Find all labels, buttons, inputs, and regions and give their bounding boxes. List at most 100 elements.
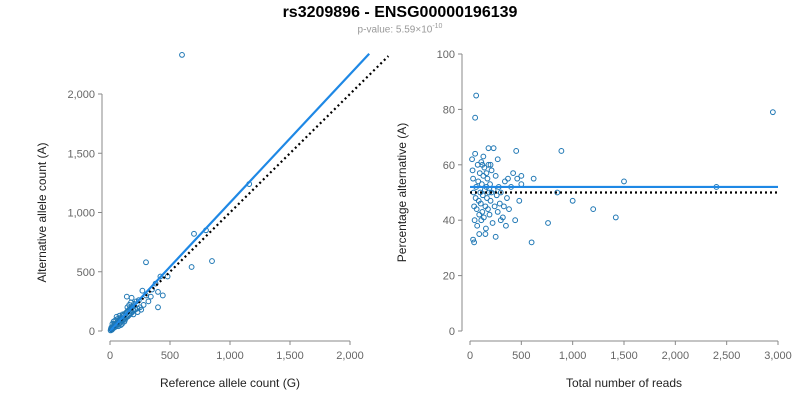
- x-tick-label: 2,000: [336, 350, 364, 362]
- data-point: [472, 114, 479, 121]
- data-point: [494, 208, 501, 215]
- data-point: [188, 264, 195, 270]
- data-point: [512, 217, 519, 224]
- data-point: [516, 197, 523, 204]
- data-point: [590, 206, 597, 213]
- x-tick-label: 1,000: [216, 350, 244, 362]
- data-point: [117, 322, 124, 328]
- data-point: [478, 217, 485, 224]
- y-tick-label: 2,000: [67, 89, 95, 101]
- x-tick-label: 2,000: [662, 350, 690, 362]
- x-tick-label: 2,500: [713, 350, 741, 362]
- data-point: [124, 304, 131, 311]
- data-point: [472, 195, 479, 201]
- y-tick-label: 0: [89, 326, 95, 338]
- x-tick-label: 1,000: [559, 350, 587, 362]
- data-point: [469, 167, 476, 174]
- data-point: [159, 292, 166, 299]
- data-point: [569, 197, 576, 204]
- y-tick-label: 60: [443, 160, 455, 172]
- data-point: [487, 161, 494, 168]
- data-point: [470, 175, 476, 182]
- data-point: [138, 306, 145, 313]
- data-point: [191, 230, 197, 237]
- data-point: [113, 313, 120, 320]
- x-tick-label: 500: [161, 350, 179, 362]
- data-point: [621, 178, 627, 185]
- reference-line: [109, 55, 390, 332]
- data-point: [504, 195, 510, 201]
- x-tick-label: 0: [467, 350, 473, 362]
- data-point: [612, 214, 619, 221]
- x-tick-label: 0: [107, 350, 113, 362]
- data-point: [479, 192, 486, 199]
- y-tick-label: 500: [77, 267, 95, 279]
- data-point: [483, 170, 490, 177]
- data-point: [116, 312, 123, 319]
- y-tick-label: 80: [443, 104, 455, 116]
- data-point: [472, 150, 479, 157]
- y-tick-label: 100: [437, 49, 455, 61]
- data-point: [485, 206, 491, 213]
- data-point: [209, 258, 215, 264]
- x-tick-label: 1,500: [610, 350, 638, 362]
- data-point: [140, 302, 147, 308]
- data-point: [128, 299, 134, 306]
- data-point: [494, 156, 501, 163]
- data-point: [500, 203, 507, 210]
- data-point: [479, 161, 486, 168]
- data-point: [476, 211, 483, 218]
- data-point: [473, 92, 480, 99]
- x-tick-label: 3,000: [764, 350, 792, 362]
- data-point: [769, 109, 776, 116]
- data-point: [491, 203, 498, 210]
- x-tick-label: 1,500: [276, 350, 304, 362]
- data-point: [497, 189, 504, 196]
- data-point: [470, 236, 476, 243]
- data-point: [476, 231, 483, 237]
- data-point: [130, 311, 137, 318]
- y-axis-title: Alternative allele count (A): [35, 142, 49, 282]
- data-point: [514, 175, 521, 182]
- data-point: [479, 208, 486, 215]
- data-point: [475, 178, 482, 185]
- data-point: [492, 233, 499, 240]
- scatter-panel-1: 0 500 1,000 1,500 2,000 0 500 1,000 1,500 2,000 Re…: [35, 51, 390, 390]
- data-point: [558, 148, 565, 154]
- scatter-panel-2: 0 20 40 60 80 100 0 500 1,000 1,500 2,000 2,500 3,00…: [395, 49, 792, 390]
- data-point: [157, 273, 164, 280]
- data-point: [471, 217, 478, 224]
- data-point: [476, 170, 483, 177]
- y-tick-label: 20: [443, 271, 455, 283]
- data-point: [513, 148, 520, 154]
- data-point: [545, 220, 551, 226]
- y-tick-label: 1,000: [67, 208, 95, 220]
- data-point: [484, 175, 491, 182]
- data-point: [483, 225, 489, 232]
- data-point: [471, 239, 478, 246]
- y-axis-title: Percentage alternative (A): [395, 123, 409, 262]
- data-point: [155, 288, 161, 295]
- pvalue-subtitle: p-value: 5.59×10-10: [357, 23, 443, 36]
- data-point: [528, 239, 535, 246]
- data-point: [497, 217, 504, 224]
- data-point: [488, 189, 495, 196]
- fit-line: [109, 52, 371, 332]
- data-point: [530, 175, 537, 182]
- data-point: [486, 211, 493, 218]
- data-point: [477, 200, 484, 207]
- data-point: [155, 304, 161, 311]
- x-axis-title: Reference allele count (G): [160, 376, 300, 390]
- data-point: [480, 153, 487, 160]
- data-point: [487, 197, 494, 204]
- data-point: [123, 293, 130, 300]
- y-tick-label: 1,500: [67, 148, 95, 160]
- data-point: [506, 206, 512, 213]
- data-point: [139, 287, 146, 294]
- x-tick-label: 500: [512, 350, 530, 362]
- y-tick-label: 0: [449, 326, 455, 338]
- data-point: [488, 167, 495, 174]
- data-point: [518, 172, 525, 179]
- data-point: [490, 145, 497, 152]
